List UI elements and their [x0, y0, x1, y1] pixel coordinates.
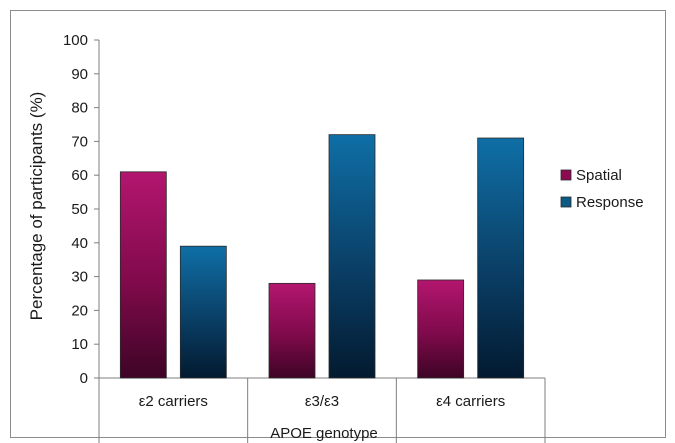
x-tick-label: ε4 carriers [436, 393, 505, 410]
y-tick-label: 100 [63, 32, 88, 49]
axes: 0 10 20 30 40 50 60 70 80 90 100 [63, 32, 546, 443]
y-tick-label: 80 [71, 100, 88, 117]
legend: Spatial Response [560, 167, 644, 211]
y-tick-label: 40 [71, 235, 88, 252]
x-tick-label: ε2 carriers [139, 393, 208, 410]
y-axis-title: Percentage of participants (%) [27, 92, 46, 321]
bar-response-3 [477, 137, 525, 379]
legend-label-response: Response [576, 194, 644, 211]
x-tick-labels: ε2 carriers ε3/ε3 ε4 carriers [139, 393, 506, 410]
x-axis-title: APOE genotype [270, 425, 378, 442]
bar-spatial-1 [119, 171, 167, 379]
bar-response-2 [328, 134, 376, 379]
legend-label-spatial: Spatial [576, 167, 622, 184]
bars [119, 134, 525, 379]
legend-swatch-spatial [560, 169, 572, 181]
y-tick-label: 90 [71, 66, 88, 83]
bar-spatial-2 [268, 282, 316, 379]
y-tick-label: 20 [71, 302, 88, 319]
y-tick-label: 70 [71, 133, 88, 150]
y-tick-label: 0 [80, 370, 88, 387]
y-tick-label: 60 [71, 167, 88, 184]
y-tick-label: 50 [71, 201, 88, 218]
bar-spatial-3 [417, 279, 465, 379]
y-tick-label: 30 [71, 269, 88, 286]
legend-swatch-response [560, 196, 572, 208]
y-tick-label: 10 [71, 336, 88, 353]
x-tick-label: ε3/ε3 [305, 393, 339, 410]
bar-response-1 [179, 245, 227, 379]
